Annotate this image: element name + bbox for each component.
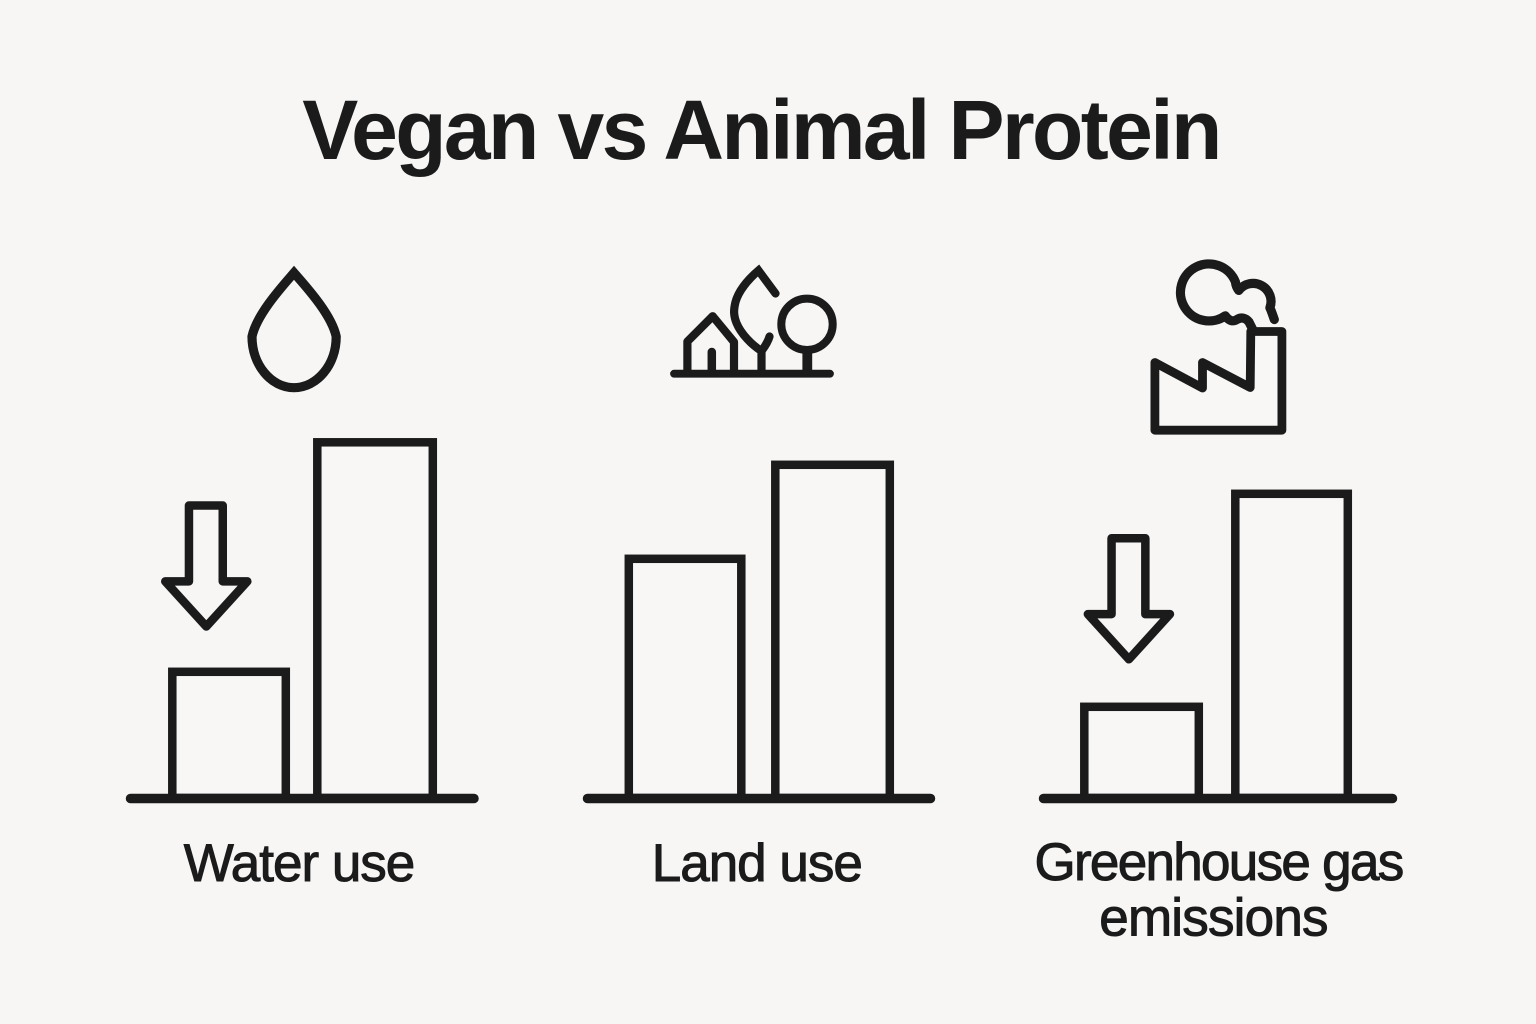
svg-text:Greenhouse gas: Greenhouse gas	[1034, 833, 1402, 892]
svg-text:emissions: emissions	[1099, 889, 1327, 948]
svg-text:Land use: Land use	[652, 834, 862, 893]
svg-text:Water use: Water use	[184, 834, 415, 893]
svg-text:Vegan vs Animal Protein: Vegan vs Animal Protein	[302, 83, 1219, 177]
